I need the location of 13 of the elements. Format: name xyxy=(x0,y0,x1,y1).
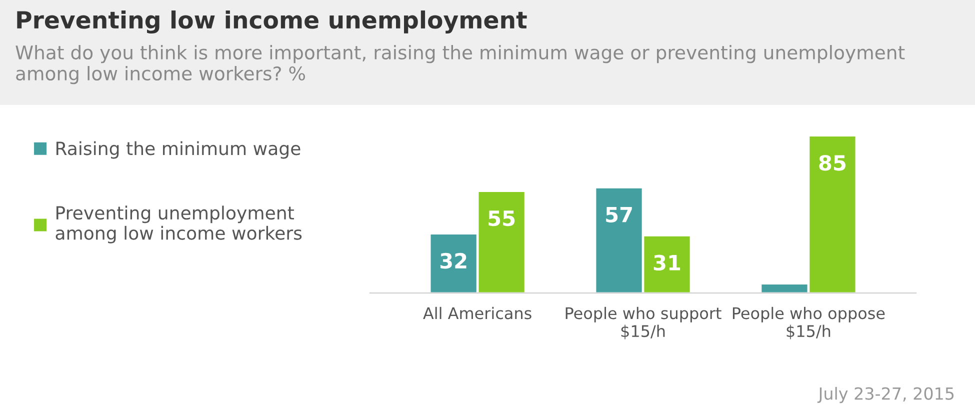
legend-label: Raising the minimum wage xyxy=(56,141,300,159)
data-label: 85 xyxy=(819,154,846,171)
text: July 23-27, 2015 xyxy=(817,386,954,404)
chart-subtitle: What do you think is more important, raising the minimum wage or preventing unemployment among low income workers? % xyxy=(16,45,905,84)
data-label: 31 xyxy=(654,254,680,271)
x-tick-label: All Americans xyxy=(423,306,532,320)
data-label: 57 xyxy=(606,206,632,222)
data-label: 55 xyxy=(488,210,515,226)
data-label: 32 xyxy=(440,252,466,269)
legend-label: Preventing unemployment among low income workers xyxy=(56,206,302,244)
x-tick-label: People who support $15/h xyxy=(566,306,722,340)
chart-title: Preventing low income unemployment xyxy=(17,10,527,34)
x-tick-label: People who oppose $15/h xyxy=(732,306,885,340)
